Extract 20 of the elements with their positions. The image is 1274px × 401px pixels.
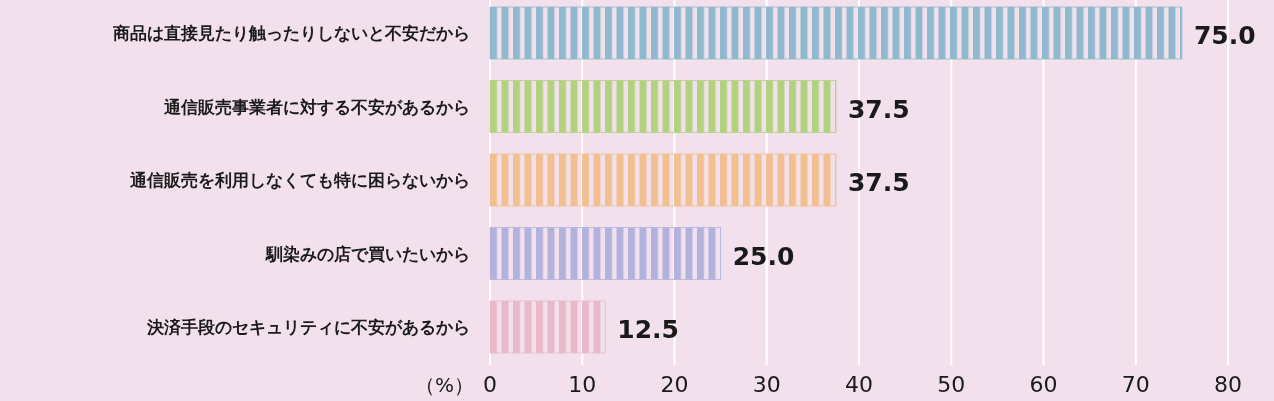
data-label: 37.5 — [847, 168, 910, 197]
x-tick-label: 80 — [1214, 372, 1242, 397]
x-tick-label: 50 — [937, 372, 966, 397]
x-tick-label: 10 — [568, 372, 597, 397]
y-tick-label: 馴染みの店で買いたいから — [265, 244, 470, 264]
x-tick-label: 30 — [752, 372, 781, 397]
data-label: 75.0 — [1193, 21, 1256, 50]
x-tick-label: 20 — [660, 372, 689, 397]
data-label: 37.5 — [847, 94, 910, 124]
x-tick-label: 60 — [1029, 372, 1058, 397]
y-tick-label: 商品は直接見たり触ったりしないと不安だから — [112, 24, 470, 43]
y-tick-label: 通信販売事業者に対する不安があるから — [163, 97, 470, 117]
x-axis-title: （%） — [414, 373, 474, 397]
data-label: 12.5 — [617, 315, 679, 344]
y-tick-label: 通信販売を利用しなくても特に困らないから — [129, 171, 470, 190]
x-tick-label: 40 — [845, 372, 873, 397]
x-tick-label: 70 — [1121, 372, 1150, 397]
data-label: 25.0 — [732, 241, 795, 271]
y-tick-label: 決済手段のセキュリティに不安があるから — [146, 318, 470, 337]
x-tick-label: 0 — [483, 372, 497, 397]
